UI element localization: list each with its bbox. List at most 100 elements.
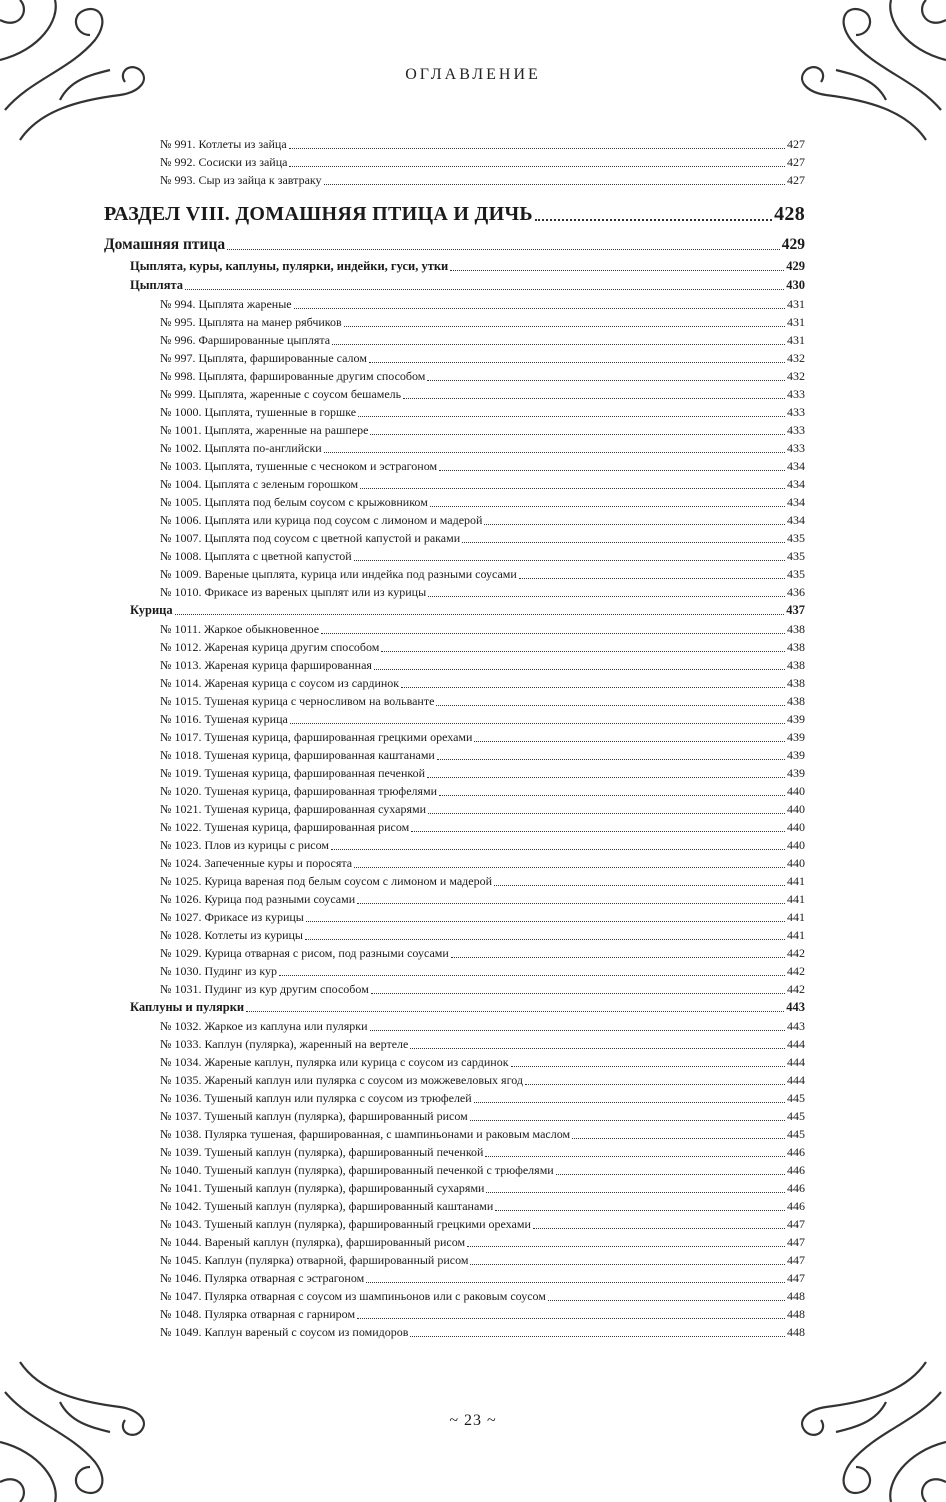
toc-recipe-entry[interactable]: № 1000. Цыплята, тушенные в горшке 433 (0, 403, 946, 421)
toc-recipe-entry[interactable]: № 1019. Тушеная курица, фаршированная пе… (0, 764, 946, 782)
dot-leader (381, 650, 785, 652)
toc-recipe-entry[interactable]: № 1027. Фрикасе из курицы 441 (0, 908, 946, 926)
toc-recipe-entry[interactable]: № 1030. Пудинг из кур 442 (0, 962, 946, 980)
entry-page-number: 433 (787, 422, 805, 437)
toc-recipe-entry[interactable]: № 997. Цыплята, фаршированные салом 432 (0, 349, 946, 367)
entry-page-number: 446 (787, 1180, 805, 1195)
entry-page-number: 447 (787, 1252, 805, 1267)
toc-recipe-entry[interactable]: № 995. Цыплята на манер рябчиков 431 (0, 313, 946, 331)
toc-recipe-entry[interactable]: № 1042. Тушеный каплун (пулярка), фаршир… (0, 1197, 946, 1215)
toc-chapter-entry[interactable]: Домашняя птица 429 (0, 233, 946, 257)
toc-recipe-entry[interactable]: № 1033. Каплун (пулярка), жаренный на ве… (0, 1035, 946, 1053)
toc-recipe-entry[interactable]: № 1023. Плов из курицы с рисом 440 (0, 836, 946, 854)
toc-recipe-entry[interactable]: № 1016. Тушеная курица 439 (0, 710, 946, 728)
dot-leader (288, 147, 785, 149)
toc-recipe-entry[interactable]: № 1028. Котлеты из курицы 441 (0, 926, 946, 944)
toc-recipe-entry[interactable]: № 1044. Вареный каплун (пулярка), фаршир… (0, 1233, 946, 1251)
toc-recipe-entry[interactable]: № 996. Фаршированные цыплята 431 (0, 331, 946, 349)
entry-page-number: 445 (787, 1108, 805, 1123)
dot-leader (357, 902, 785, 904)
toc-subsection-entry[interactable]: Цыплята 430 (0, 276, 946, 295)
dot-leader (473, 1101, 785, 1103)
dot-leader (370, 992, 785, 994)
entry-page-number: 447 (787, 1234, 805, 1249)
toc-recipe-entry[interactable]: № 1032. Жаркое из каплуна или пулярки 443 (0, 1017, 946, 1035)
toc-recipe-entry[interactable]: № 1041. Тушеный каплун (пулярка), фаршир… (0, 1179, 946, 1197)
toc-recipe-entry[interactable]: № 1031. Пудинг из кур другим способом 442 (0, 980, 946, 998)
entry-page-number: 433 (787, 386, 805, 401)
toc-recipe-entry[interactable]: № 1040. Тушеный каплун (пулярка), фаршир… (0, 1161, 946, 1179)
toc-recipe-entry[interactable]: № 1001. Цыплята, жаренные на рашпере 433 (0, 421, 946, 439)
toc-recipe-entry[interactable]: № 1024. Запеченные куры и поросята 440 (0, 854, 946, 872)
toc-recipe-entry[interactable]: № 1048. Пулярка отварная с гарниром 448 (0, 1305, 946, 1323)
dot-leader (279, 974, 785, 976)
entry-title: Домашняя птица (104, 236, 226, 253)
toc-recipe-entry[interactable]: № 1002. Цыплята по-английски 433 (0, 439, 946, 457)
toc-recipe-entry[interactable]: № 998. Цыплята, фаршированные другим спо… (0, 367, 946, 385)
dot-leader (403, 397, 785, 399)
toc-subsection-entry[interactable]: Курица 437 (0, 601, 946, 620)
toc-recipe-entry[interactable]: № 1037. Тушеный каплун (пулярка), фаршир… (0, 1107, 946, 1125)
toc-recipe-entry[interactable]: № 1008. Цыплята с цветной капустой 435 (0, 547, 946, 565)
toc-recipe-entry[interactable]: № 1025. Курица вареная под белым соусом … (0, 872, 946, 890)
toc-recipe-entry[interactable]: № 1007. Цыплята под соусом с цветной кап… (0, 529, 946, 547)
toc-recipe-entry[interactable]: № 1036. Тушеный каплун или пулярка с соу… (0, 1089, 946, 1107)
toc-recipe-entry[interactable]: № 1013. Жареная курица фаршированная 438 (0, 656, 946, 674)
entry-page-number: 428 (774, 202, 805, 225)
dot-leader (289, 722, 785, 724)
dot-leader (436, 704, 785, 706)
toc-recipe-entry[interactable]: № 1018. Тушеная курица, фаршированная ка… (0, 746, 946, 764)
entry-title: № 1013. Жареная курица фаршированная (160, 657, 372, 672)
toc-recipe-entry[interactable]: № 1046. Пулярка отварная с эстрагоном 447 (0, 1269, 946, 1287)
entry-page-number: 444 (787, 1072, 805, 1087)
toc-recipe-entry[interactable]: № 993. Сыр из зайца к завтраку 427 (0, 171, 946, 189)
toc-recipe-entry[interactable]: № 1003. Цыплята, тушенные с чесноком и э… (0, 457, 946, 475)
entry-title: № 1001. Цыплята, жаренные на рашпере (160, 422, 369, 437)
entry-title: № 1021. Тушеная курица, фаршированная су… (160, 801, 427, 816)
toc-subsection-entry[interactable]: Цыплята, куры, каплуны, пулярки, индейки… (0, 257, 946, 276)
entry-page-number: 443 (787, 1018, 805, 1033)
toc-recipe-entry[interactable]: № 1035. Жареный каплун или пулярка с соу… (0, 1071, 946, 1089)
toc-recipe-entry[interactable]: № 1017. Тушеная курица, фаршированная гр… (0, 728, 946, 746)
dot-leader (366, 1281, 785, 1283)
entry-title: Курица (130, 603, 173, 617)
toc-recipe-entry[interactable]: № 1005. Цыплята под белым соусом с крыжо… (0, 493, 946, 511)
toc-recipe-entry[interactable]: № 1009. Вареные цыплята, курица или инде… (0, 565, 946, 583)
toc-recipe-entry[interactable]: № 1004. Цыплята с зеленым горошком 434 (0, 475, 946, 493)
toc-recipe-entry[interactable]: № 1015. Тушеная курица с черносливом на … (0, 692, 946, 710)
toc-recipe-entry[interactable]: № 999. Цыплята, жаренные с соусом бешаме… (0, 385, 946, 403)
dot-leader (368, 361, 785, 363)
toc-recipe-entry[interactable]: № 1006. Цыплята или курица под соусом с … (0, 511, 946, 529)
toc-recipe-entry[interactable]: № 994. Цыплята жареные 431 (0, 295, 946, 313)
toc-recipe-entry[interactable]: № 991. Котлеты из зайца 427 (0, 135, 946, 153)
dot-leader (429, 505, 785, 507)
toc-subsection-entry[interactable]: Каплуны и пулярки 443 (0, 998, 946, 1017)
toc-recipe-entry[interactable]: № 1029. Курица отварная с рисом, под раз… (0, 944, 946, 962)
entry-title: № 1007. Цыплята под соусом с цветной кап… (160, 530, 461, 545)
toc-recipe-entry[interactable]: № 1039. Тушеный каплун (пулярка), фаршир… (0, 1143, 946, 1161)
entry-page-number: 438 (787, 621, 805, 636)
toc-recipe-entry[interactable]: № 1043. Тушеный каплун (пулярка), фаршир… (0, 1215, 946, 1233)
entry-page-number: 432 (787, 368, 805, 383)
toc-recipe-entry[interactable]: № 1047. Пулярка отварная с соусом из шам… (0, 1287, 946, 1305)
dot-leader (227, 248, 780, 250)
toc-recipe-entry[interactable]: № 1049. Каплун вареный с соусом из помид… (0, 1323, 946, 1341)
toc-recipe-entry[interactable]: № 1026. Курица под разными соусами 441 (0, 890, 946, 908)
toc-recipe-entry[interactable]: № 1045. Каплун (пулярка) отварной, фарши… (0, 1251, 946, 1269)
entry-title: № 1029. Курица отварная с рисом, под раз… (160, 945, 449, 960)
toc-section-entry[interactable]: РАЗДЕЛ VIII. ДОМАШНЯЯ ПТИЦА И ДИЧЬ 428 (0, 199, 946, 229)
toc-recipe-entry[interactable]: № 1014. Жареная курица с соусом из сарди… (0, 674, 946, 692)
entry-title: № 1022. Тушеная курица, фаршированная ри… (160, 819, 410, 834)
toc-recipe-entry[interactable]: № 1034. Жареные каплун, пулярка или кури… (0, 1053, 946, 1071)
toc-recipe-entry[interactable]: № 1022. Тушеная курица, фаршированная ри… (0, 818, 946, 836)
toc-recipe-entry[interactable]: № 1011. Жаркое обыкновенное 438 (0, 620, 946, 638)
toc-recipe-entry[interactable]: № 1038. Пулярка тушеная, фаршированная, … (0, 1125, 946, 1143)
toc-recipe-entry[interactable]: № 1021. Тушеная курица, фаршированная су… (0, 800, 946, 818)
toc-recipe-entry[interactable]: № 1010. Фрикасе из вареных цыплят или из… (0, 583, 946, 601)
entry-page-number: 447 (787, 1216, 805, 1231)
entry-title: № 1019. Тушеная курица, фаршированная пе… (160, 765, 426, 780)
toc-recipe-entry[interactable]: № 1012. Жареная курица другим способом 43… (0, 638, 946, 656)
toc-recipe-entry[interactable]: № 1020. Тушеная курица, фаршированная тр… (0, 782, 946, 800)
toc-recipe-entry[interactable]: № 992. Сосиски из зайца 427 (0, 153, 946, 171)
entry-title: № 1009. Вареные цыплята, курица или инде… (160, 566, 517, 581)
